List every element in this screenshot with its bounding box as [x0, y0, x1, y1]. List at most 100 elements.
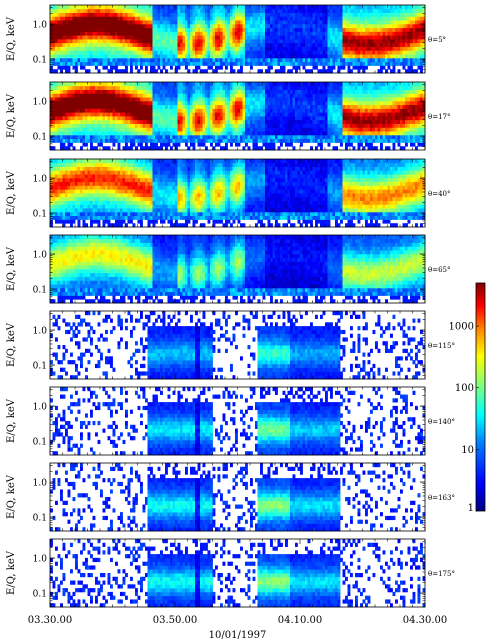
heatmap-cell: [202, 89, 206, 94]
heatmap-cell: [385, 46, 388, 51]
heatmap-cell: [237, 54, 241, 59]
heatmap-cell: [337, 42, 341, 47]
heatmap-cell: [92, 127, 96, 132]
heatmap-cell: [250, 116, 253, 121]
heatmap-cell: [395, 46, 398, 51]
heatmap-cell: [205, 20, 208, 25]
heatmap-cell: [407, 12, 411, 17]
heatmap-cell: [57, 131, 61, 136]
heatmap-cell: [292, 93, 296, 98]
heatmap-cell: [195, 65, 198, 70]
heatmap-cell: [300, 131, 303, 136]
heatmap-cell: [65, 31, 68, 36]
heatmap-cell: [100, 134, 103, 140]
heatmap-cell: [260, 54, 263, 59]
heatmap-cell: [170, 100, 173, 106]
heatmap-cell: [402, 57, 406, 63]
heatmap-cell: [375, 104, 378, 109]
heatmap-cell: [247, 23, 251, 29]
heatmap-cell: [280, 20, 283, 25]
heatmap-cell: [125, 23, 128, 29]
heatmap-cell: [85, 61, 88, 66]
heatmap-cell: [222, 116, 226, 121]
heatmap-cell: [190, 20, 193, 25]
heatmap-cell: [295, 119, 298, 124]
heatmap-cell: [280, 57, 283, 63]
heatmap-cell: [180, 5, 183, 10]
heatmap-cell: [145, 12, 148, 17]
heatmap-cell: [165, 61, 168, 66]
heatmap-cell: [195, 16, 198, 21]
heatmap-cell: [150, 112, 153, 117]
heatmap-cell: [307, 61, 311, 66]
heatmap-cell: [322, 138, 326, 143]
heatmap-cell: [57, 134, 61, 140]
heatmap-cell: [70, 35, 73, 40]
heatmap-cell: [302, 50, 306, 55]
heatmap-cell: [62, 146, 66, 151]
heatmap-cell: [257, 39, 261, 44]
heatmap-cell: [65, 116, 68, 121]
heatmap-cell: [377, 35, 381, 40]
heatmap-cell: [375, 112, 378, 117]
heatmap-cell: [372, 123, 376, 128]
heatmap-cell: [260, 100, 263, 106]
heatmap-cell: [107, 57, 111, 63]
heatmap-cell: [97, 108, 101, 113]
heatmap-cell: [87, 61, 91, 66]
heatmap-cell: [395, 5, 398, 10]
heatmap-cell: [137, 46, 141, 51]
heatmap-cell: [62, 54, 66, 59]
heatmap-cell: [370, 54, 373, 59]
heatmap-cell: [300, 85, 303, 90]
heatmap-cell: [200, 54, 203, 59]
heatmap-cell: [367, 100, 371, 106]
heatmap-cell: [190, 8, 193, 13]
heatmap-cell: [412, 42, 416, 47]
heatmap-cell: [142, 146, 146, 151]
heatmap-cell: [375, 16, 378, 21]
heatmap-cell: [112, 142, 116, 147]
heatmap-cell: [285, 27, 288, 32]
heatmap-cell: [332, 65, 336, 70]
heatmap-cell: [102, 100, 106, 106]
heatmap-cell: [370, 131, 373, 136]
heatmap-cell: [97, 12, 101, 17]
heatmap-cell: [65, 50, 68, 55]
heatmap-cell: [262, 12, 266, 17]
heatmap-cell: [240, 50, 243, 55]
heatmap-cell: [407, 31, 411, 36]
heatmap-cell: [80, 5, 83, 10]
heatmap-cell: [380, 54, 383, 59]
heatmap-cell: [265, 16, 268, 21]
heatmap-cell: [165, 142, 168, 147]
heatmap-cell: [125, 123, 128, 128]
heatmap-cell: [360, 27, 363, 32]
heatmap-cell: [77, 42, 81, 47]
heatmap-cell: [192, 54, 196, 59]
heatmap-cell: [282, 116, 286, 121]
heatmap-cell: [267, 134, 271, 140]
heatmap-cell: [105, 16, 108, 21]
heatmap-cell: [202, 131, 206, 136]
heatmap-cell: [152, 134, 156, 140]
heatmap-cell: [67, 142, 71, 147]
heatmap-cell: [417, 27, 421, 32]
heatmap-cell: [225, 5, 228, 10]
heatmap-cell: [222, 39, 226, 44]
heatmap-cell: [362, 42, 366, 47]
heatmap-cell: [330, 20, 333, 25]
heatmap-cell: [380, 142, 383, 147]
heatmap-cell: [50, 20, 53, 25]
heatmap-cell: [132, 97, 136, 102]
heatmap-cell: [357, 16, 361, 21]
heatmap-cell: [235, 20, 238, 25]
heatmap-cell: [60, 100, 63, 106]
heatmap-cell: [147, 50, 151, 55]
heatmap-cell: [257, 50, 261, 55]
heatmap-cell: [387, 119, 391, 124]
heatmap-cell: [260, 138, 263, 143]
heatmap-cell: [212, 8, 216, 13]
heatmap-cell: [87, 5, 91, 10]
heatmap-cell: [290, 57, 293, 63]
